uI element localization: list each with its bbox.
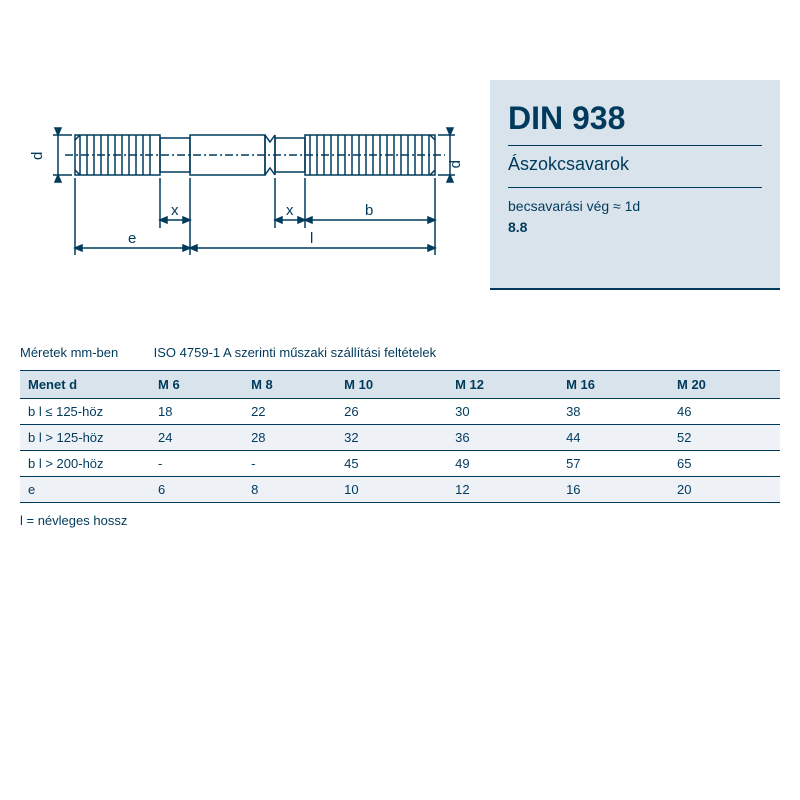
table-caption: Méretek mm-ben ISO 4759-1 A szerinti műs… [20,345,780,360]
stud-bolt-diagram: d d x x b e l [20,80,460,290]
dim-label-e: e [128,230,136,247]
table-row: b l > 125-höz 24 28 32 36 44 52 [20,425,780,451]
dim-label-x2: x [286,202,294,219]
info-panel: DIN 938 Ászokcsavarok becsavarási vég ≈ … [490,80,780,290]
dim-label-d-left: d [29,152,46,160]
dim-label-l: l [310,230,313,247]
table-header-row: Menet d M 6 M 8 M 10 M 12 M 16 M 20 [20,371,780,399]
spec-line-1: becsavarási vég ≈ 1d [508,196,762,217]
table-row: b l > 200-höz - - 45 49 57 65 [20,451,780,477]
spec-line-2: 8.8 [508,217,762,238]
table-footnote: l = névleges hossz [20,513,780,528]
dimensions-table: Menet d M 6 M 8 M 10 M 12 M 16 M 20 b l … [20,370,780,503]
dim-label-d-right: d [447,160,460,168]
dim-label-b: b [365,202,373,219]
product-name: Ászokcsavarok [508,154,762,175]
dim-label-x1: x [171,202,179,219]
table-row: e 6 8 10 12 16 20 [20,477,780,503]
din-title: DIN 938 [508,100,762,137]
table-row: b l ≤ 125-höz 18 22 26 30 38 46 [20,399,780,425]
